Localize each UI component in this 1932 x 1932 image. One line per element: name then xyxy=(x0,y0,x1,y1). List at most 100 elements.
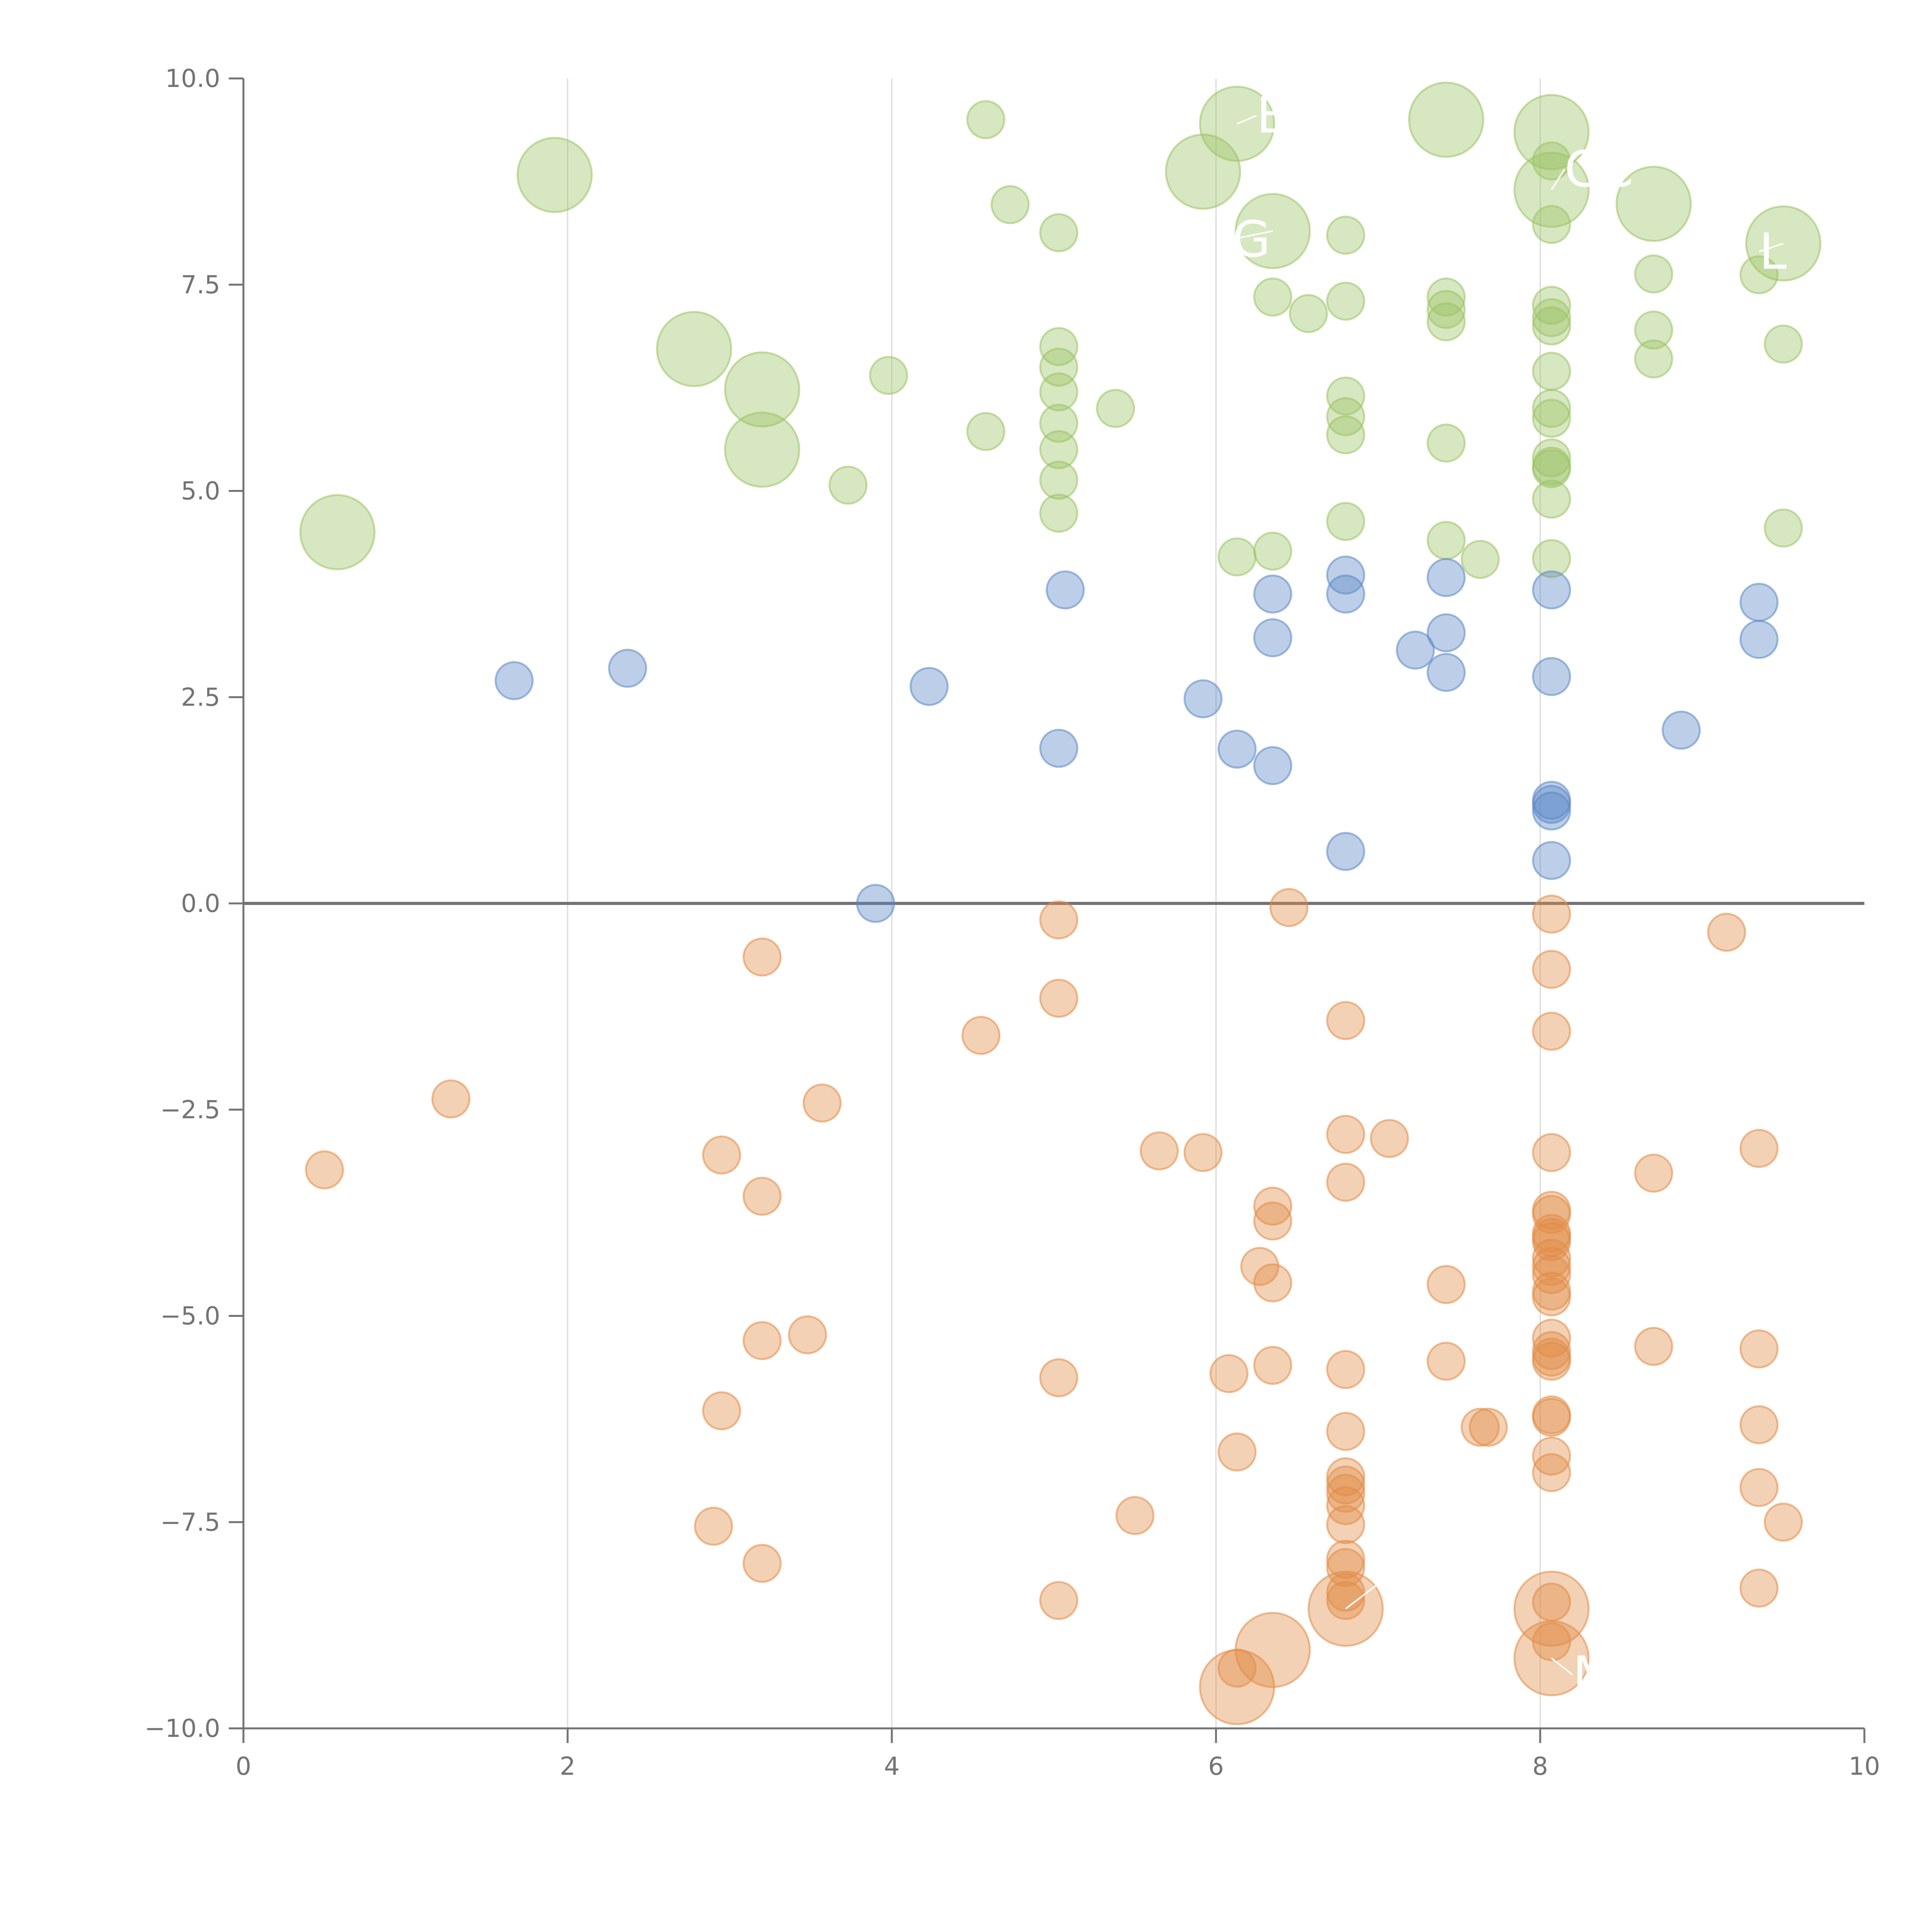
data-point-high xyxy=(1039,493,1078,533)
data-point-negative xyxy=(1326,1115,1366,1154)
data-point-low xyxy=(1427,613,1466,653)
data-point-high xyxy=(1289,294,1328,333)
data-point-low xyxy=(1396,631,1435,670)
data-point-negative xyxy=(1039,1581,1078,1620)
annotation-label: G xyxy=(1232,211,1270,268)
data-point-negative xyxy=(1253,1263,1293,1303)
data-point-high xyxy=(869,356,908,395)
data-point-negative xyxy=(1326,1412,1366,1451)
data-point-high xyxy=(1461,540,1500,579)
data-point-high xyxy=(1532,298,1571,337)
annotation-leader xyxy=(1551,168,1565,190)
data-point-negative xyxy=(1427,1265,1466,1304)
data-point-low xyxy=(856,884,895,923)
data-point-negative xyxy=(1326,1163,1366,1202)
data-point-negative xyxy=(1326,1465,1366,1505)
data-point-high xyxy=(1532,480,1571,519)
annotation-label: CC xyxy=(1565,141,1634,198)
data-point-high xyxy=(1427,423,1466,463)
data-point-high xyxy=(966,412,1005,451)
data-point-high xyxy=(1326,415,1366,454)
data-point-negative xyxy=(1326,1001,1366,1040)
data-point-low xyxy=(1739,620,1779,659)
data-point-high xyxy=(828,466,868,505)
data-point-high xyxy=(299,494,376,570)
data-point-negative xyxy=(1739,1129,1779,1168)
data-point-high xyxy=(1408,82,1485,158)
data-point-high xyxy=(1532,438,1571,478)
data-point-negative xyxy=(1739,1405,1779,1444)
data-point-negative xyxy=(742,937,782,977)
data-point-high xyxy=(1326,216,1366,255)
data-point-high xyxy=(1039,372,1078,412)
data-point-high xyxy=(1513,94,1590,170)
annotation-leader xyxy=(1232,230,1273,240)
data-point-negative xyxy=(1461,1408,1500,1447)
x-tick-label: 6 xyxy=(1208,1752,1224,1781)
data-point-low xyxy=(1046,570,1085,610)
data-point-negative xyxy=(1269,888,1309,927)
y-tick-label: 10.0 xyxy=(165,65,221,93)
data-point-negative xyxy=(1326,1505,1366,1544)
data-point-high xyxy=(1218,537,1257,577)
y-tick-label: 5.0 xyxy=(181,477,220,506)
data-point-negative xyxy=(1739,1329,1779,1369)
data-point-high xyxy=(656,311,732,387)
data-point-high xyxy=(1427,290,1466,329)
data-point-low xyxy=(909,667,949,706)
data-point-negative xyxy=(1532,950,1571,989)
x-tick-label: 4 xyxy=(884,1752,900,1781)
data-point-negative xyxy=(1326,1581,1366,1620)
data-point-negative xyxy=(1739,1568,1779,1608)
data-point-high xyxy=(1165,133,1241,210)
data-point-high xyxy=(724,412,800,488)
annotation-leader xyxy=(1759,243,1784,253)
annotation-leader xyxy=(1345,1583,1379,1610)
data-point-negative xyxy=(961,1016,1001,1055)
data-point-high xyxy=(1764,324,1803,364)
data-point-high xyxy=(1253,277,1293,317)
data-point-negative xyxy=(702,1135,742,1175)
data-point-negative xyxy=(1427,1342,1466,1381)
annotation-leader xyxy=(1236,115,1257,125)
data-point-high xyxy=(1532,389,1571,428)
data-point-high xyxy=(1253,531,1293,571)
data-point-negative xyxy=(431,1079,471,1119)
x-tick-label: 8 xyxy=(1532,1752,1548,1781)
data-point-high xyxy=(1326,376,1366,416)
annotation-label: B xyxy=(1257,87,1291,145)
data-point-high xyxy=(724,351,800,428)
data-point-negative xyxy=(1739,1468,1779,1507)
data-point-high xyxy=(1039,213,1078,252)
data-point-negative xyxy=(1039,979,1078,1018)
data-point-negative xyxy=(1707,913,1746,952)
data-point-high xyxy=(1532,449,1571,488)
data-point-high xyxy=(1634,310,1673,350)
data-point-negative xyxy=(742,1177,782,1216)
data-point-high xyxy=(1427,521,1466,560)
y-tick-label: −7.5 xyxy=(160,1508,220,1537)
data-point-low xyxy=(1253,618,1293,658)
data-point-high xyxy=(1039,461,1078,500)
data-point-high xyxy=(1532,539,1571,578)
data-point-high xyxy=(1096,389,1135,428)
data-point-low xyxy=(1532,570,1571,610)
data-point-negative xyxy=(1115,1496,1155,1535)
data-point-low xyxy=(1326,832,1366,871)
data-point-high xyxy=(1326,502,1366,541)
annotation-label: L xyxy=(1759,223,1786,281)
data-point-high xyxy=(1634,339,1673,379)
data-point-low xyxy=(1532,657,1571,696)
data-point-low xyxy=(1326,574,1366,614)
x-tick-label: 2 xyxy=(560,1752,576,1781)
data-point-low xyxy=(495,661,534,701)
data-point-low xyxy=(1253,746,1293,785)
data-point-negative xyxy=(1469,1408,1508,1447)
data-point-low xyxy=(1183,679,1223,719)
data-point-low xyxy=(1039,729,1078,768)
data-point-negative xyxy=(1253,1346,1293,1385)
y-tick-label: 0.0 xyxy=(181,889,220,918)
axes: 0 2 4 6 8 10 10.0 7.5 5.0 2.5 0.0 −2.5 −5.0 −7.5 −10.0 xyxy=(145,65,1880,1781)
data-point-negative xyxy=(1532,1238,1571,1278)
